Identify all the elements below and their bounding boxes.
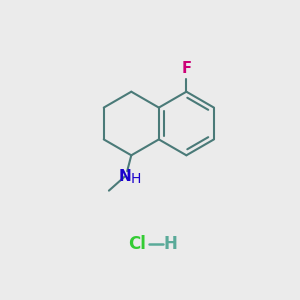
Text: N: N <box>118 169 131 184</box>
Text: F: F <box>182 61 191 76</box>
Text: Cl: Cl <box>128 235 146 253</box>
Text: H: H <box>131 172 141 186</box>
Text: H: H <box>164 235 178 253</box>
